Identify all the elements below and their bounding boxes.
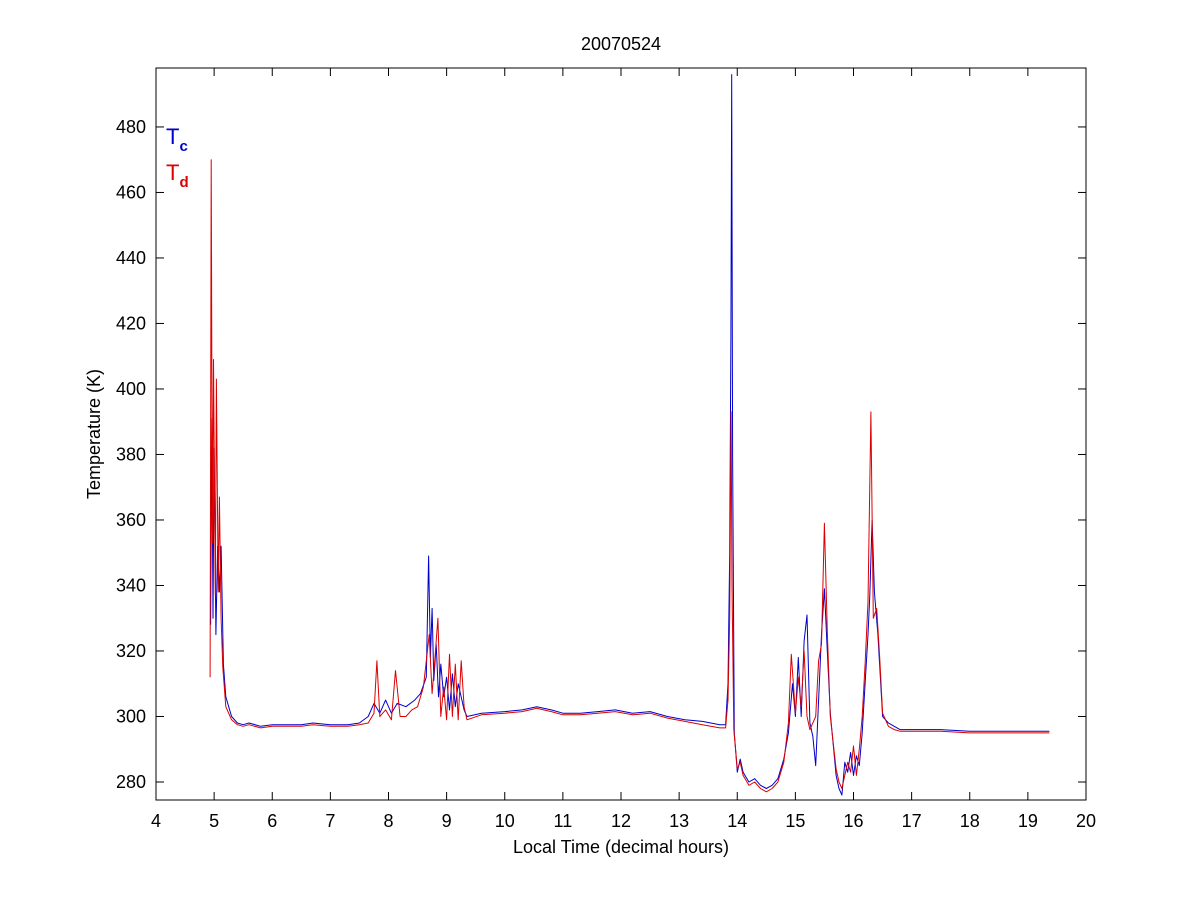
y-tick-label: 380 [116,444,146,464]
x-tick-label: 12 [611,811,631,831]
x-tick-label: 11 [554,811,573,831]
legend-entry-tc: Tc [166,124,188,155]
x-tick-label: 6 [267,811,277,831]
y-axis-label: Temperature (K) [84,369,104,499]
x-tick-label: 5 [209,811,219,831]
x-tick-label: 7 [325,811,335,831]
x-tick-label: 4 [151,811,161,831]
x-tick-label: 19 [1018,811,1038,831]
y-tick-label: 480 [116,117,146,137]
chart-title: 20070524 [581,34,661,54]
x-tick-label: 16 [843,811,863,831]
legend-entry-td-sub: d [179,174,188,191]
x-tick-label: 14 [727,811,747,831]
x-tick-label: 8 [383,811,393,831]
series-td-line [209,159,1050,793]
legend-entry-td-main: T [166,160,179,185]
x-tick-label: 18 [960,811,980,831]
y-tick-label: 280 [116,772,146,792]
x-tick-label: 20 [1076,811,1096,831]
y-tick-label: 340 [116,575,146,595]
x-axis-label: Local Time (decimal hours) [513,837,729,857]
y-tick-label: 320 [116,641,146,661]
legend-entry-tc-sub: c [179,138,187,155]
ticks-layer: 4 5 6 7 8 9 10 11 12 13 14 15 16 17 18 19 20 280 300 320 340… [116,68,1096,831]
legend: Tc Td [166,124,189,191]
legend-entry-td: Td [166,160,189,191]
y-tick-label: 460 [116,182,146,202]
legend-entry-tc-main: T [166,124,179,149]
x-tick-label: 9 [442,811,452,831]
plot-area [156,68,1086,800]
series-tc-line [210,74,1050,796]
x-tick-label: 13 [669,811,689,831]
y-tick-label: 420 [116,313,146,333]
y-tick-label: 440 [116,248,146,268]
x-tick-label: 10 [495,811,515,831]
y-tick-label: 360 [116,510,146,530]
series-layer [209,74,1050,796]
x-tick-label: 17 [902,811,922,831]
x-tick-label: 15 [785,811,805,831]
y-tick-label: 400 [116,379,146,399]
y-tick-label: 300 [116,706,146,726]
